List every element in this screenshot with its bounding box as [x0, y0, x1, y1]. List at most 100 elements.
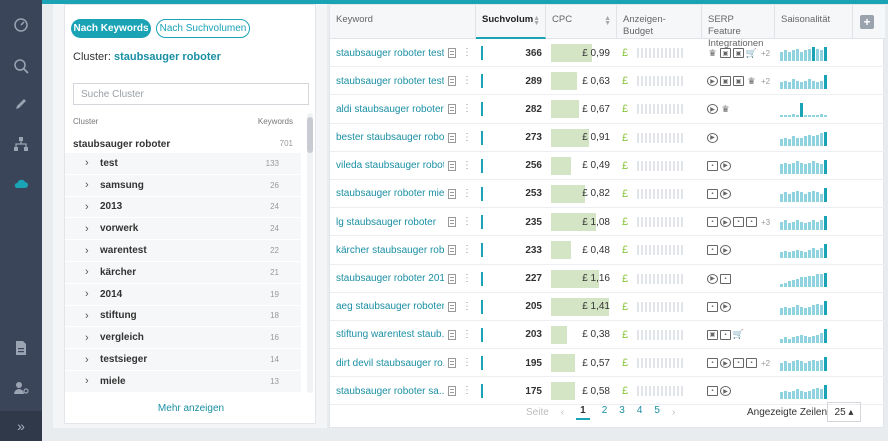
cluster-item[interactable]: › vergleich 16 — [65, 326, 301, 349]
document-icon[interactable] — [448, 301, 456, 312]
document-icon[interactable] — [448, 48, 456, 58]
more-vertical-icon[interactable]: ⋮ — [462, 272, 472, 284]
keyword-link[interactable]: vileda staubsauger robot... — [336, 160, 444, 172]
document-icon[interactable] — [448, 160, 456, 171]
chevron-right-icon[interactable]: › — [85, 331, 89, 344]
cluster-item[interactable]: › samsung 26 — [65, 173, 301, 196]
document-icon[interactable] — [448, 217, 456, 228]
chevron-right-icon[interactable]: › — [85, 266, 89, 279]
cluster-search-input[interactable] — [73, 83, 309, 105]
document-icon[interactable] — [448, 188, 456, 199]
cluster-item[interactable]: › warentest 22 — [65, 239, 301, 261]
table-row[interactable]: stiftung warentest staub... ⋮ 203 £ 0,38 £ ▣ ▪… — [330, 321, 885, 350]
table-row[interactable]: lg staubsauger roboter ⋮ 235 £ 1,08 £ ▪ ▶ ▪ ▪ +3 — [330, 208, 885, 237]
document-icon[interactable] — [448, 245, 456, 256]
cluster-item[interactable]: › testsieger 14 — [65, 348, 301, 370]
sort-icon[interactable]: ▲ ▼ — [533, 15, 540, 27]
sort-icon[interactable]: ▲ ▼ — [604, 15, 611, 27]
document-icon[interactable] — [448, 104, 456, 115]
document-icon[interactable] — [448, 132, 456, 143]
th-volume[interactable]: Suchvolum ▲ ▼ — [476, 5, 546, 39]
more-vertical-icon[interactable]: ⋮ — [462, 300, 472, 312]
th-serp[interactable]: SERP Feature Integrationen — [702, 5, 775, 49]
table-row[interactable]: staubsauger roboter test... ⋮ 289 £ 0,63 £ ▶ ▣… — [330, 67, 885, 96]
cluster-item[interactable]: › 2014 19 — [65, 282, 301, 305]
table-row[interactable]: aldi staubsauger roboter ⋮ 282 £ 0,67 £ ▶ ♛ — [330, 95, 885, 124]
table-row[interactable]: staubsauger roboter test... ⋮ 366 £ 0,99 £ ♛ ▣… — [330, 39, 885, 68]
cluster-item[interactable]: › stiftung 18 — [65, 304, 301, 327]
cluster-item[interactable]: › test 133 — [65, 152, 301, 174]
rows-per-page-select[interactable]: 25 ▴ — [827, 402, 861, 422]
page-number[interactable]: 3 — [619, 405, 625, 416]
table-row[interactable]: staubsauger roboter sa... ⋮ 175 £ 0,58 £ ▪ ▶ — [330, 377, 885, 406]
page-number[interactable]: 4 — [636, 405, 643, 416]
toggle-by-keywords[interactable]: Nach Keywords — [71, 19, 151, 38]
document-icon[interactable] — [11, 338, 31, 358]
keyword-link[interactable]: bester staubsauger robo... — [336, 132, 444, 144]
cluster-item[interactable]: › miele 13 — [65, 369, 301, 392]
document-icon[interactable] — [448, 358, 456, 369]
pencil-icon[interactable] — [11, 94, 31, 114]
prev-page-icon[interactable]: ‹ — [560, 407, 565, 418]
keyword-link[interactable]: staubsauger roboter sa... — [336, 385, 444, 397]
user-settings-icon[interactable] — [11, 378, 31, 398]
keyword-link[interactable]: lg staubsauger roboter — [336, 216, 437, 228]
more-vertical-icon[interactable]: ⋮ — [462, 75, 472, 87]
document-icon[interactable] — [448, 329, 456, 340]
more-vertical-icon[interactable]: ⋮ — [462, 216, 472, 228]
more-vertical-icon[interactable]: ⋮ — [462, 131, 472, 143]
keyword-link[interactable]: staubsauger roboter test... — [336, 47, 444, 59]
keyword-link[interactable]: stiftung warentest staub... — [336, 329, 444, 341]
table-row[interactable]: bester staubsauger robo... ⋮ 273 £ 0,91 £ ▶ — [330, 124, 885, 152]
table-row[interactable]: kärcher staubsauger robo... ⋮ 233 £ 0,48 £ ▪▶ — [330, 236, 885, 265]
th-budget[interactable]: Anzeigen- Budget — [617, 5, 702, 39]
more-vertical-icon[interactable]: ⋮ — [462, 159, 472, 171]
keyword-link[interactable]: staubsauger roboter miele — [336, 188, 444, 200]
scrollbar-thumb[interactable] — [307, 117, 313, 153]
page-number[interactable]: 2 — [601, 405, 608, 416]
th-season[interactable]: Saisonalität — [775, 5, 853, 39]
chevron-right-icon[interactable]: › — [85, 222, 89, 235]
table-row[interactable]: staubsauger roboter miele ⋮ 253 £ 0,82 £ ▪ ▶ — [330, 180, 885, 209]
collapse-rail-button[interactable]: » — [0, 411, 42, 441]
th-keyword[interactable]: Keyword — [330, 5, 476, 39]
more-vertical-icon[interactable]: ⋮ — [462, 187, 472, 199]
show-more-link[interactable]: Mehr anzeigen — [157, 403, 225, 414]
speedometer-icon[interactable] — [11, 14, 31, 34]
next-page-icon[interactable]: › — [671, 407, 676, 418]
table-row[interactable]: vileda staubsauger robot... ⋮ 256 £ 0,49 £ ▪ ▶ — [330, 152, 885, 180]
keyword-link[interactable]: dirt devil staubsauger ro... — [336, 357, 444, 369]
add-column-icon[interactable]: + — [860, 15, 874, 29]
chevron-right-icon[interactable]: › — [85, 288, 89, 301]
keyword-link[interactable]: aeg staubsauger roboter — [336, 301, 444, 313]
more-vertical-icon[interactable]: ⋮ — [462, 47, 472, 58]
more-vertical-icon[interactable]: ⋮ — [462, 385, 472, 397]
chevron-right-icon[interactable]: › — [85, 179, 89, 192]
document-icon[interactable] — [448, 76, 456, 87]
toggle-by-volume[interactable]: Nach Suchvolumen — [156, 19, 250, 38]
cloud-icon[interactable] — [11, 174, 31, 194]
cluster-item[interactable]: › kärcher 21 — [65, 260, 301, 283]
more-vertical-icon[interactable]: ⋮ — [462, 328, 472, 340]
document-icon[interactable] — [448, 273, 456, 284]
more-vertical-icon[interactable]: ⋮ — [462, 357, 472, 369]
cluster-item[interactable]: › 2013 24 — [65, 195, 301, 218]
more-vertical-icon[interactable]: ⋮ — [462, 103, 472, 115]
keyword-link[interactable]: kärcher staubsauger robo... — [336, 244, 444, 256]
chevron-right-icon[interactable]: › — [85, 309, 89, 322]
cluster-item[interactable]: › vorwerk 24 — [65, 217, 301, 240]
table-row[interactable]: staubsauger roboter 2015 ⋮ 227 £ 1,16 £ ▶ ▪ — [330, 265, 885, 293]
chevron-right-icon[interactable]: › — [85, 244, 89, 257]
chevron-right-icon[interactable]: › — [85, 157, 89, 170]
keyword-link[interactable]: staubsauger roboter 2015 — [336, 273, 444, 284]
table-row[interactable]: dirt devil staubsauger ro... ⋮ 195 £ 0,57 £ ▪… — [330, 349, 885, 378]
more-vertical-icon[interactable]: ⋮ — [462, 244, 472, 256]
cluster-scrollbar[interactable] — [307, 113, 313, 393]
th-cpc[interactable]: CPC ▲ ▼ — [546, 5, 617, 39]
page-number[interactable]: 5 — [654, 405, 660, 416]
cluster-root[interactable]: staubsauger roboter 701 — [73, 139, 293, 150]
chevron-right-icon[interactable]: › — [85, 375, 89, 388]
document-icon[interactable] — [448, 386, 456, 397]
table-row[interactable]: aeg staubsauger roboter ⋮ 205 £ 1,41 £ ▪ ▶ — [330, 293, 885, 321]
keyword-link[interactable]: aldi staubsauger roboter — [336, 103, 444, 115]
